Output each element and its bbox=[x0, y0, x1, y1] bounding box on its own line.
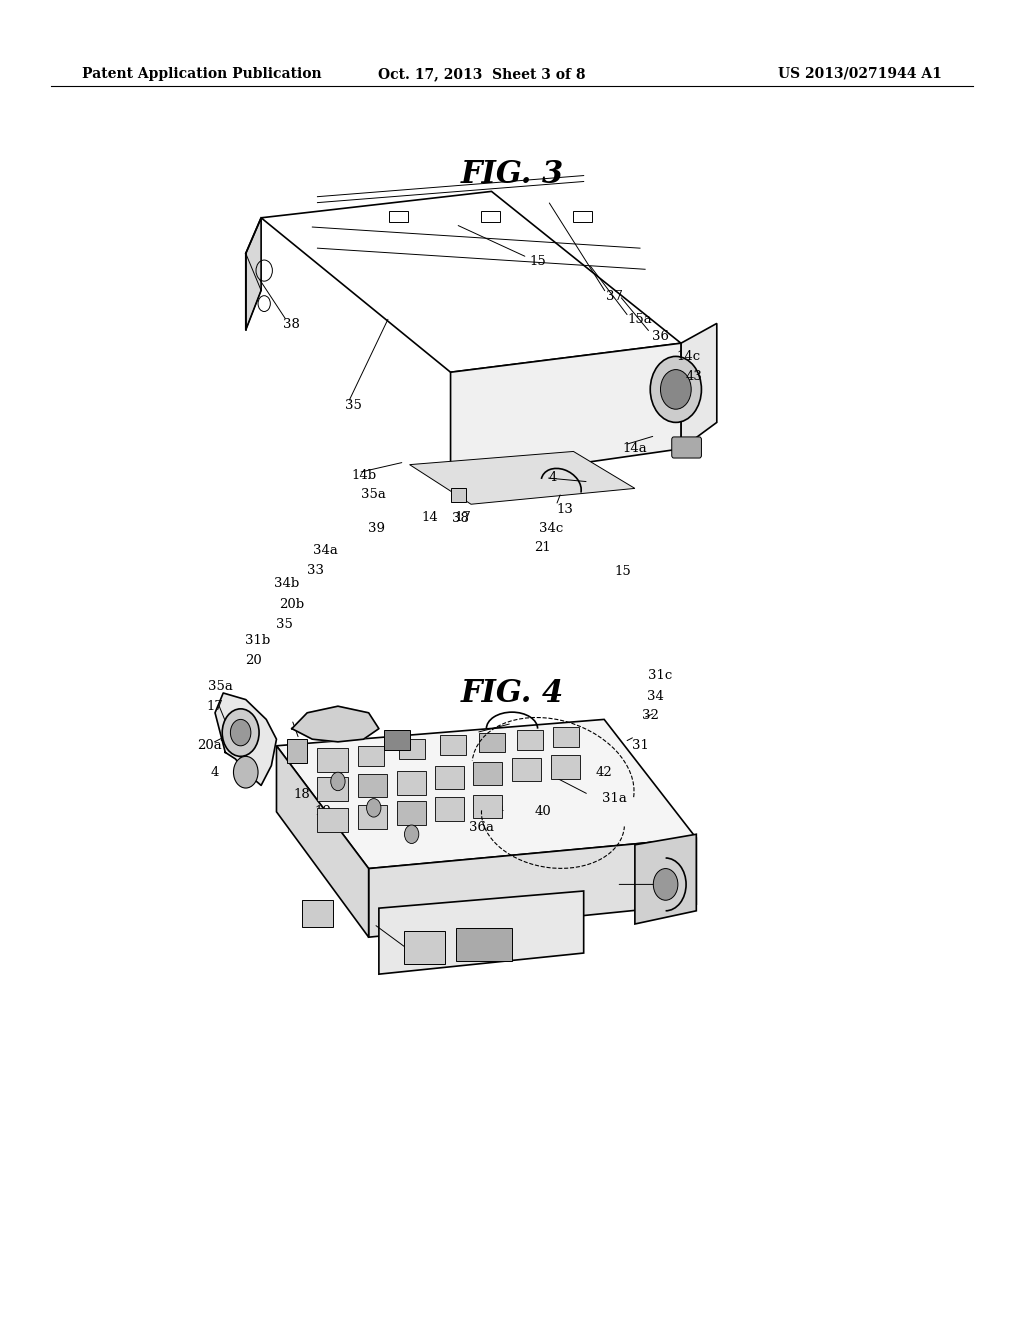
Polygon shape bbox=[215, 693, 276, 785]
Polygon shape bbox=[681, 323, 717, 449]
Text: 34a: 34a bbox=[313, 544, 338, 557]
Bar bbox=[397, 801, 426, 825]
Text: 14: 14 bbox=[422, 511, 438, 524]
Bar bbox=[440, 735, 466, 755]
Text: 38: 38 bbox=[453, 512, 469, 525]
Polygon shape bbox=[276, 719, 696, 869]
Text: 14a: 14a bbox=[623, 442, 647, 455]
Circle shape bbox=[222, 709, 259, 756]
Bar bbox=[456, 928, 512, 961]
Polygon shape bbox=[292, 706, 379, 742]
Polygon shape bbox=[379, 891, 584, 974]
Bar bbox=[404, 931, 445, 964]
Bar bbox=[358, 746, 384, 766]
Bar bbox=[389, 211, 408, 222]
Text: 36a: 36a bbox=[469, 821, 494, 834]
Text: 20b: 20b bbox=[280, 598, 304, 611]
Circle shape bbox=[404, 825, 419, 843]
Bar bbox=[399, 739, 425, 759]
Bar bbox=[384, 730, 410, 750]
Text: 15: 15 bbox=[529, 255, 546, 268]
Bar bbox=[573, 211, 592, 222]
Text: 21: 21 bbox=[535, 541, 551, 554]
Text: Oct. 17, 2013  Sheet 3 of 8: Oct. 17, 2013 Sheet 3 of 8 bbox=[378, 67, 585, 81]
Bar bbox=[302, 900, 333, 927]
Text: 19: 19 bbox=[314, 805, 331, 818]
Bar bbox=[317, 808, 348, 832]
Text: US 2013/0271944 A1: US 2013/0271944 A1 bbox=[778, 67, 942, 81]
Polygon shape bbox=[635, 834, 696, 924]
Polygon shape bbox=[246, 218, 261, 330]
Text: 38: 38 bbox=[284, 318, 300, 331]
Text: 35: 35 bbox=[276, 618, 293, 631]
Text: 37a: 37a bbox=[479, 801, 504, 814]
Bar bbox=[451, 488, 466, 502]
Text: 35: 35 bbox=[345, 399, 361, 412]
FancyBboxPatch shape bbox=[672, 437, 701, 458]
Text: 31c: 31c bbox=[648, 669, 673, 682]
Text: 20a: 20a bbox=[198, 739, 222, 752]
Polygon shape bbox=[276, 746, 369, 937]
Text: 16: 16 bbox=[396, 814, 413, 828]
Text: 15: 15 bbox=[614, 565, 631, 578]
Bar bbox=[397, 771, 426, 795]
Text: 17: 17 bbox=[455, 511, 471, 524]
Bar bbox=[317, 748, 348, 772]
Text: 39: 39 bbox=[369, 521, 385, 535]
Text: FIG. 3: FIG. 3 bbox=[461, 158, 563, 190]
Text: 35a: 35a bbox=[208, 680, 232, 693]
Bar bbox=[358, 805, 387, 829]
Text: 34b: 34b bbox=[274, 577, 299, 590]
Text: 17: 17 bbox=[207, 700, 223, 713]
Text: 20: 20 bbox=[246, 653, 262, 667]
Circle shape bbox=[230, 719, 251, 746]
Bar bbox=[517, 730, 543, 750]
Circle shape bbox=[331, 772, 345, 791]
Text: 33: 33 bbox=[307, 564, 324, 577]
Text: 18: 18 bbox=[294, 788, 310, 801]
Text: 40: 40 bbox=[535, 805, 551, 818]
Text: 42: 42 bbox=[596, 766, 612, 779]
Bar bbox=[435, 766, 464, 789]
Bar bbox=[479, 733, 505, 752]
Text: FIG. 4: FIG. 4 bbox=[461, 677, 563, 709]
Text: 34: 34 bbox=[647, 690, 664, 704]
Bar bbox=[473, 795, 502, 818]
Text: 31b: 31b bbox=[246, 634, 270, 647]
Circle shape bbox=[660, 370, 691, 409]
Bar bbox=[473, 762, 502, 785]
Text: 14b: 14b bbox=[351, 469, 376, 482]
Text: 4: 4 bbox=[211, 766, 219, 779]
Circle shape bbox=[233, 756, 258, 788]
Text: 37: 37 bbox=[606, 290, 623, 304]
Polygon shape bbox=[451, 343, 681, 482]
Text: 34c: 34c bbox=[539, 521, 563, 535]
Text: 13: 13 bbox=[557, 503, 573, 516]
Circle shape bbox=[367, 799, 381, 817]
Text: 43: 43 bbox=[686, 370, 702, 383]
Bar bbox=[358, 774, 387, 797]
Bar bbox=[551, 755, 580, 779]
Text: 32: 32 bbox=[642, 709, 658, 722]
Text: 14c: 14c bbox=[676, 350, 700, 363]
Polygon shape bbox=[410, 451, 635, 504]
Text: 31: 31 bbox=[632, 739, 648, 752]
Bar bbox=[287, 739, 307, 763]
Text: 15a: 15a bbox=[628, 313, 652, 326]
Bar bbox=[512, 758, 541, 781]
Circle shape bbox=[650, 356, 701, 422]
Bar bbox=[481, 211, 500, 222]
Circle shape bbox=[653, 869, 678, 900]
Bar bbox=[435, 797, 464, 821]
Text: Patent Application Publication: Patent Application Publication bbox=[82, 67, 322, 81]
Polygon shape bbox=[369, 838, 696, 937]
Text: 31a: 31a bbox=[602, 792, 627, 805]
Bar bbox=[553, 727, 579, 747]
Text: 35a: 35a bbox=[361, 488, 386, 502]
Bar bbox=[317, 777, 348, 801]
Text: 4: 4 bbox=[549, 471, 557, 484]
Text: 36: 36 bbox=[652, 330, 669, 343]
